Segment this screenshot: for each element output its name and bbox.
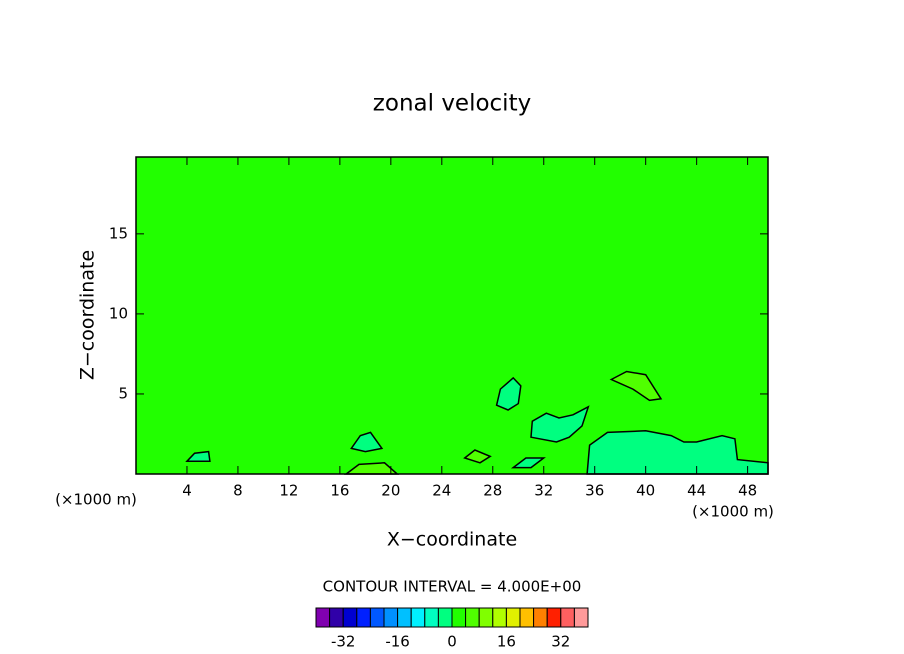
colorbar-cell	[519, 607, 535, 628]
contour-region	[185, 450, 211, 462]
plot-frame	[135, 156, 769, 475]
colorbar-tick-label: -32	[331, 633, 356, 651]
x-tick-label: 36	[585, 482, 604, 500]
colorbar-cell	[383, 607, 399, 628]
colorbar-cell	[546, 607, 562, 628]
x-unit: (×1000 m)	[692, 503, 774, 521]
colorbar-cell	[437, 607, 453, 628]
x-tick-label: 28	[483, 482, 502, 500]
contour-region	[350, 431, 384, 453]
x-tick-label: 44	[687, 482, 706, 500]
x-tick-label: 16	[330, 482, 349, 500]
colorbar-cell	[410, 607, 426, 628]
y-tick-label: 5	[118, 384, 128, 402]
colorbar-cell	[342, 607, 358, 628]
contour-region	[463, 449, 492, 464]
colorbar-cell	[573, 607, 589, 628]
colorbar-tick-label: 16	[497, 633, 516, 651]
colorbar-tick-label: 32	[551, 633, 570, 651]
y-tick-label: 15	[109, 224, 128, 242]
contour-region	[495, 376, 522, 411]
colorbar-cell	[424, 607, 439, 628]
colorbar-cell	[465, 607, 480, 628]
colorbar-tick-label: -16	[385, 633, 410, 651]
chart-title: zonal velocity	[373, 91, 531, 117]
colorbar-cell	[356, 607, 371, 628]
colorbar-tick-label: 0	[447, 633, 457, 651]
x-tick-label: 40	[636, 482, 655, 500]
x-tick-label: 24	[432, 482, 451, 500]
contour-note: CONTOUR INTERVAL = 4.000E+00	[323, 578, 582, 596]
x-tick-label: 8	[233, 482, 243, 500]
colorbar-cell	[315, 607, 331, 628]
colorbar-cell	[560, 607, 575, 628]
x-tick-label: 4	[182, 482, 192, 500]
x-tick-label: 48	[738, 482, 757, 500]
contour-region	[510, 457, 546, 469]
colorbar-cell	[478, 607, 494, 628]
field-background	[136, 157, 768, 474]
contour-region	[530, 405, 590, 443]
contour-region	[609, 370, 663, 402]
x-tick-label: 20	[381, 482, 400, 500]
y-axis-label: Z−coordinate	[77, 250, 99, 380]
x-tick-label: 12	[279, 482, 298, 500]
colorbar-cell	[369, 607, 385, 628]
colorbar-cell	[505, 607, 521, 628]
colorbar-cell	[397, 607, 412, 628]
colorbar-cell	[451, 607, 467, 628]
x-unit: (×1000 m)	[55, 491, 137, 509]
colorbar-cell	[329, 607, 344, 628]
y-tick-label: 10	[109, 304, 128, 322]
x-axis-label: X−coordinate	[387, 529, 517, 551]
colorbar-cell	[533, 607, 548, 628]
colorbar-cell	[492, 607, 507, 628]
x-tick-label: 32	[534, 482, 553, 500]
